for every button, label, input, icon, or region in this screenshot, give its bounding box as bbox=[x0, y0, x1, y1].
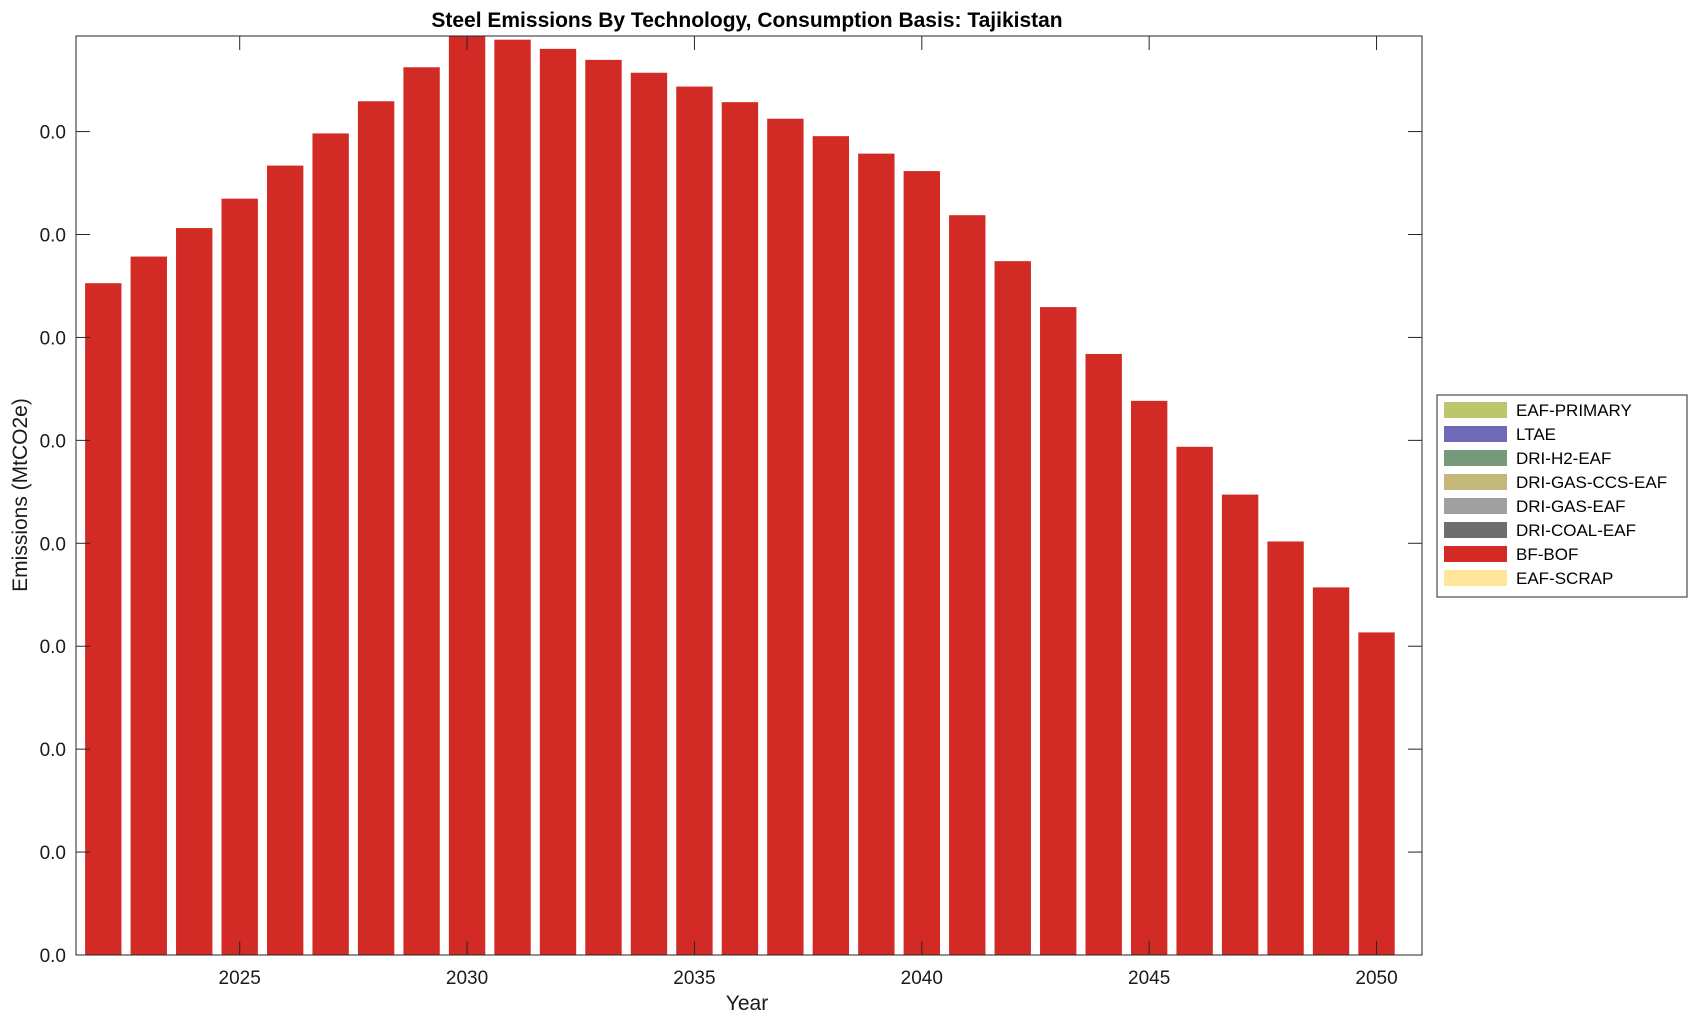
legend-label-ltae: LTAE bbox=[1516, 425, 1556, 444]
bars-layer bbox=[85, 36, 1395, 956]
legend-label-dri-h2-eaf: DRI-H2-EAF bbox=[1516, 449, 1611, 468]
bar-bf-bof-2049 bbox=[1312, 587, 1350, 955]
legend-swatch-eaf-scrap bbox=[1444, 570, 1507, 586]
bar-bf-bof-2029 bbox=[403, 67, 440, 955]
bar-bf-bof-2048 bbox=[1267, 541, 1304, 955]
chart-title: Steel Emissions By Technology, Consumpti… bbox=[431, 9, 1062, 32]
y-tick-label: 0.0 bbox=[40, 740, 66, 761]
legend-swatch-ltae bbox=[1444, 426, 1507, 442]
bar-bf-bof-2030 bbox=[448, 36, 486, 955]
y-tick-label: 0.0 bbox=[40, 226, 66, 247]
legend-swatch-dri-gas-eaf bbox=[1444, 498, 1507, 514]
bar-bf-bof-2023 bbox=[130, 256, 167, 955]
x-tick-label: 2045 bbox=[1128, 968, 1170, 989]
y-tick-label: 0.0 bbox=[40, 328, 66, 349]
legend-box bbox=[1436, 394, 1688, 598]
legend-label-dri-coal-eaf: DRI-COAL-EAF bbox=[1516, 521, 1636, 540]
bar-bf-bof-2022 bbox=[85, 283, 122, 956]
legend-label-eaf-scrap: EAF-SCRAP bbox=[1516, 569, 1613, 588]
legend-swatch-bf-bof bbox=[1444, 546, 1507, 562]
x-tick-label: 2035 bbox=[673, 968, 715, 989]
bar-bf-bof-2041 bbox=[949, 215, 986, 955]
axes-layer: 2025 2030 2035 2040 2045 2050 0.0 0.0 0.0 0.0 0.0 0… bbox=[40, 35, 1423, 989]
y-tick-label: 0.0 bbox=[40, 431, 66, 452]
bar-bf-bof-2033 bbox=[585, 59, 622, 955]
legend-label-bf-bof: BF-BOF bbox=[1516, 545, 1578, 564]
x-tick-label: 2050 bbox=[1355, 968, 1397, 989]
legend-label-dri-gas-eaf: DRI-GAS-EAF bbox=[1516, 497, 1626, 516]
bar-bf-bof-2026 bbox=[266, 165, 304, 955]
legend-label-dri-gas-ccs-eaf: DRI-GAS-CCS-EAF bbox=[1516, 473, 1667, 492]
bar-bf-bof-2024 bbox=[176, 228, 213, 955]
bar-bf-bof-2028 bbox=[357, 101, 395, 955]
legend-label-eaf-primary: EAF-PRIMARY bbox=[1516, 401, 1632, 420]
x-tick-label: 2040 bbox=[901, 968, 943, 989]
bar-bf-bof-2035 bbox=[676, 86, 713, 956]
legend-swatch-dri-h2-eaf bbox=[1444, 450, 1507, 466]
legend-swatch-eaf-primary bbox=[1444, 402, 1507, 418]
y-axis-label: Emissions (MtCO2e) bbox=[9, 398, 32, 592]
bar-bf-bof-2027 bbox=[312, 133, 349, 955]
bar-bf-bof-2040 bbox=[903, 171, 940, 956]
y-tick-label: 0.0 bbox=[40, 123, 66, 144]
y-tick-label: 0.0 bbox=[40, 637, 66, 658]
x-tick-label: 2025 bbox=[219, 968, 261, 989]
plot-frame bbox=[75, 35, 1423, 956]
legend-swatch-dri-gas-ccs-eaf bbox=[1444, 474, 1507, 490]
bar-bf-bof-2045 bbox=[1130, 400, 1168, 956]
y-tick-label: 0.0 bbox=[40, 843, 66, 864]
bar-bf-bof-2050 bbox=[1358, 632, 1395, 955]
legend-swatch-dri-coal-eaf bbox=[1444, 522, 1507, 538]
bar-bf-bof-2047 bbox=[1221, 494, 1259, 955]
bar-bf-bof-2036 bbox=[721, 102, 759, 956]
bar-bf-bof-2043 bbox=[1040, 307, 1077, 955]
y-tick-label: 0.0 bbox=[40, 534, 66, 555]
legend: EAF-PRIMARY LTAE DRI-H2-EAF DRI-GAS-CCS-EAF… bbox=[1436, 394, 1688, 598]
bar-bf-bof-2025 bbox=[221, 198, 258, 955]
x-axis-label: Year bbox=[726, 992, 768, 1015]
bar-bf-bof-2038 bbox=[812, 136, 850, 956]
x-tick-label: 2030 bbox=[446, 968, 488, 989]
bar-bf-bof-2034 bbox=[630, 72, 668, 955]
bar-bf-bof-2044 bbox=[1085, 353, 1122, 956]
bar-bf-bof-2046 bbox=[1176, 446, 1213, 955]
y-tick-label: 0.0 bbox=[40, 946, 66, 967]
bar-bf-bof-2031 bbox=[494, 39, 531, 956]
bar-bf-bof-2037 bbox=[767, 118, 804, 955]
bar-bf-bof-2042 bbox=[994, 261, 1031, 955]
bar-bf-bof-2032 bbox=[539, 48, 577, 956]
bar-bf-bof-2039 bbox=[858, 153, 895, 955]
